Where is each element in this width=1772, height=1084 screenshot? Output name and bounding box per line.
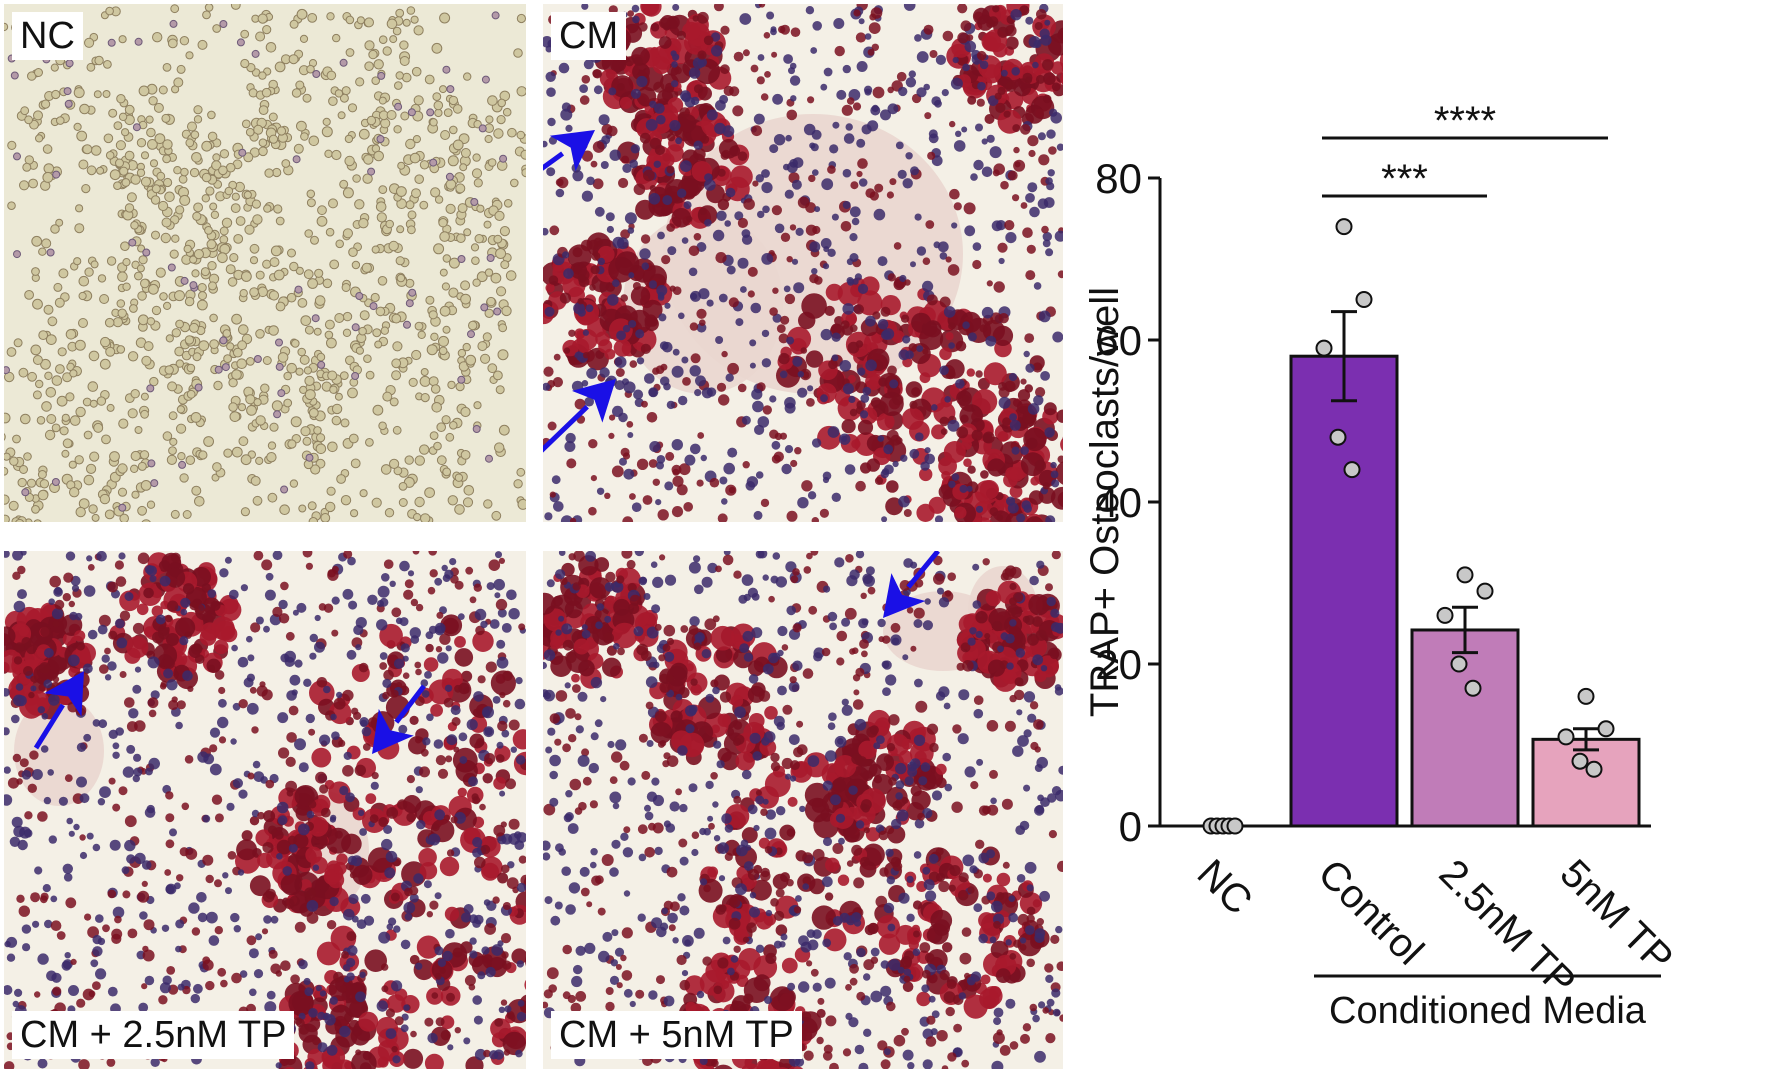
data-point (1331, 430, 1346, 445)
data-point (1345, 462, 1360, 477)
cm-5nm-tp-stain-image (543, 551, 1063, 1069)
data-point (1357, 292, 1372, 307)
y-tick-label: 0 (1119, 803, 1142, 850)
data-point (1337, 219, 1352, 234)
data-point (1228, 819, 1243, 834)
micrograph-cm: CM (543, 4, 1063, 522)
micrograph-nc: NC (4, 4, 526, 522)
data-point (1438, 608, 1453, 623)
nc-stain-image (4, 4, 526, 522)
data-point (1478, 584, 1493, 599)
significance-stars: **** (1434, 99, 1496, 143)
data-point (1458, 567, 1473, 582)
panel-label-cm-2-5nm-tp: CM + 2.5nM TP (12, 1011, 294, 1059)
data-point (1452, 657, 1467, 672)
data-point (1587, 762, 1602, 777)
bar (1291, 356, 1397, 826)
micrograph-cm-2-5nm-tp: CM + 2.5nM TP (4, 551, 526, 1069)
panel-label-nc: NC (12, 12, 83, 60)
data-point (1573, 754, 1588, 769)
panel-label-cm-5nm-tp: CM + 5nM TP (551, 1011, 802, 1059)
x-tick-label: Control (1310, 851, 1432, 973)
cm-2-5nm-tp-stain-image (4, 551, 526, 1069)
micrograph-cm-5nm-tp: CM + 5nM TP (543, 551, 1063, 1069)
y-tick-label: 80 (1095, 155, 1142, 202)
significance-stars: *** (1381, 157, 1428, 201)
data-point (1559, 729, 1574, 744)
data-point (1466, 681, 1481, 696)
y-axis-label: TRAP+ Osteoclasts/well (1083, 287, 1127, 717)
data-point (1317, 341, 1332, 356)
group-label: Conditioned Media (1329, 990, 1647, 1032)
cm-stain-image (543, 4, 1063, 522)
bar (1533, 739, 1639, 826)
data-point (1599, 721, 1614, 736)
data-point (1579, 689, 1594, 704)
panel-label-cm: CM (551, 12, 626, 60)
x-tick-label: NC (1189, 851, 1261, 923)
